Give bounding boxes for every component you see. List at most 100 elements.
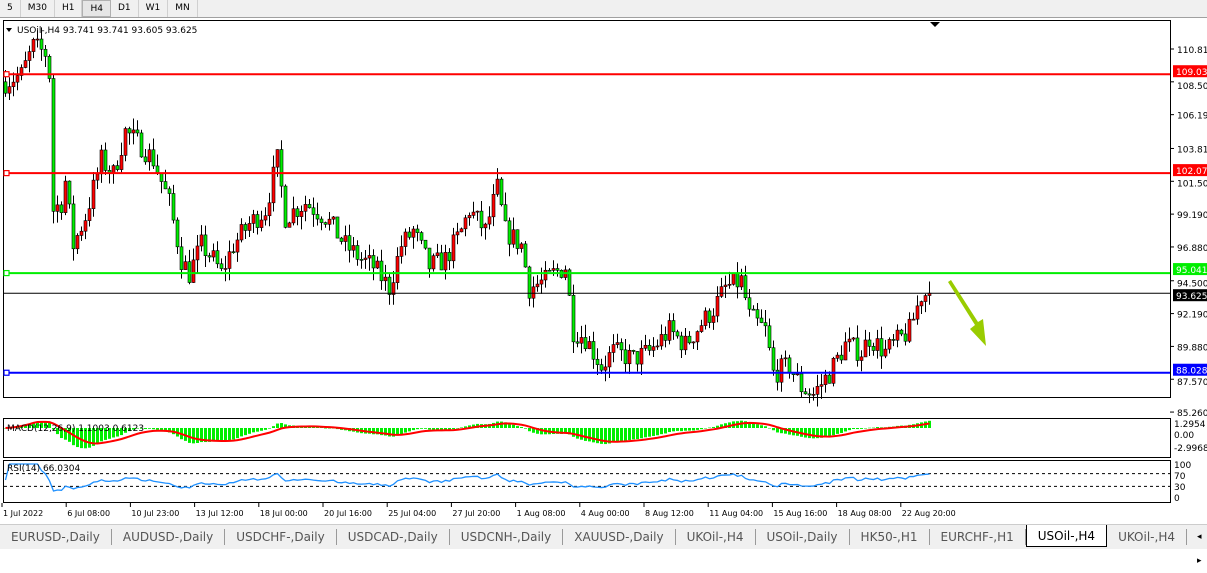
candle (535, 283, 540, 288)
macd-bar (848, 428, 851, 431)
macd-bar (464, 426, 467, 428)
chart-tab[interactable]: USDCAD-,Daily (337, 529, 450, 545)
timeframe-button-h1[interactable]: H1 (55, 0, 83, 17)
macd-bar (468, 425, 471, 428)
candle (759, 317, 764, 323)
chart-tab[interactable]: USDCNH-,Daily (450, 529, 564, 545)
candle (459, 228, 464, 233)
candle (479, 210, 484, 229)
macd-bar (456, 428, 459, 429)
candle (99, 149, 104, 175)
candle (143, 156, 148, 163)
chart-tab[interactable]: USDCHF-,Daily (225, 529, 337, 545)
chart-tab[interactable]: USOil-,H4 (1025, 525, 1108, 547)
chart-tab[interactable]: UKOil-,H4 (1107, 529, 1187, 545)
macd-bar (556, 428, 559, 434)
candle (387, 276, 392, 295)
time-label: 6 Jul 08:00 (67, 509, 110, 518)
candle (227, 251, 232, 269)
candle (647, 344, 652, 351)
candle (315, 214, 320, 220)
macd-bar (844, 428, 847, 432)
timeframe-button-5[interactable]: 5 (0, 0, 21, 17)
chart-tab[interactable]: USOil-,Daily (756, 529, 850, 545)
chart-tab[interactable]: EURUSD-,Daily (0, 529, 112, 545)
macd-bar (616, 428, 619, 442)
candle (463, 217, 468, 230)
candle (343, 235, 348, 242)
candle (175, 219, 180, 248)
time-label: 1 Aug 08:00 (517, 509, 566, 518)
macd-bar (828, 428, 831, 437)
timeframe-button-m30[interactable]: M30 (21, 0, 55, 17)
candle (251, 214, 256, 224)
candle (847, 338, 852, 343)
candle (191, 259, 196, 283)
macd-bar (244, 428, 247, 436)
candle (903, 333, 908, 342)
macd-bar (552, 428, 555, 435)
timeframe-button-mn[interactable]: MN (168, 0, 198, 17)
chart-tab[interactable]: XAUUSD-,Daily (563, 529, 676, 545)
candle (335, 216, 340, 239)
candle (447, 252, 452, 262)
macd-bar (712, 426, 715, 428)
horizontal-line-price-label: 102.076 (1176, 167, 1207, 177)
candle (359, 259, 364, 261)
macd-bar (812, 428, 815, 439)
tab-scroll-arrows[interactable]: ◂ ▸ (1196, 532, 1202, 566)
chart-tab[interactable]: AUDUSD-,Daily (112, 529, 226, 545)
macd-bar (592, 428, 595, 443)
macd-bar (324, 427, 327, 429)
price-tick-label: 103.810 (1177, 145, 1207, 155)
macd-bar (532, 428, 535, 433)
macd-bar (432, 428, 435, 430)
candle (303, 204, 308, 212)
timeframe-button-w1[interactable]: W1 (139, 0, 169, 17)
rsi-tick-label: 30 (1174, 483, 1186, 493)
rsi-tick-label: 0 (1174, 494, 1180, 504)
candle (439, 252, 444, 271)
candle (123, 128, 128, 156)
candle (59, 204, 64, 213)
candle (555, 268, 560, 271)
candle (651, 346, 656, 351)
candle (675, 331, 680, 337)
candle (655, 345, 660, 348)
macd-bar (212, 428, 215, 442)
candle (779, 358, 784, 383)
macd-bar (700, 428, 703, 430)
macd-bar (160, 428, 163, 431)
macd-bar (668, 428, 671, 433)
macd-bar (384, 428, 387, 436)
candle (207, 255, 212, 258)
candle (327, 218, 332, 225)
macd-bar (284, 424, 287, 428)
candle (715, 296, 720, 317)
macd-tick-label: 0.00 (1174, 431, 1194, 441)
candle (523, 243, 528, 268)
timeframe-button-h4[interactable]: H4 (82, 0, 111, 17)
candle (755, 309, 760, 319)
candle (215, 250, 220, 265)
candle (103, 149, 108, 171)
price-chart[interactable]: 110.810 108.500 106.190 103.810 101.500 99.19… (0, 18, 1207, 523)
candle (379, 260, 384, 282)
macd-bar (196, 428, 199, 443)
macd-bar (772, 428, 775, 431)
chart-tab[interactable]: HK50-,H1 (850, 529, 930, 545)
candle (519, 243, 524, 249)
candle (199, 234, 204, 247)
macd-bar (540, 428, 543, 435)
chart-tab[interactable]: EURCHF-,H1 (930, 529, 1026, 545)
macd-bar (88, 428, 91, 448)
macd-bar (276, 423, 279, 428)
chart-tab[interactable]: UKOil-,H4 (676, 529, 756, 545)
macd-bar (376, 428, 379, 435)
candle (79, 230, 84, 236)
horizontal-line-price-label: 95.041 (1176, 266, 1207, 276)
candles (3, 27, 932, 407)
candle (183, 261, 188, 270)
horizontal-line-price-label: 109.036 (1176, 68, 1207, 78)
timeframe-button-d1[interactable]: D1 (111, 0, 139, 17)
